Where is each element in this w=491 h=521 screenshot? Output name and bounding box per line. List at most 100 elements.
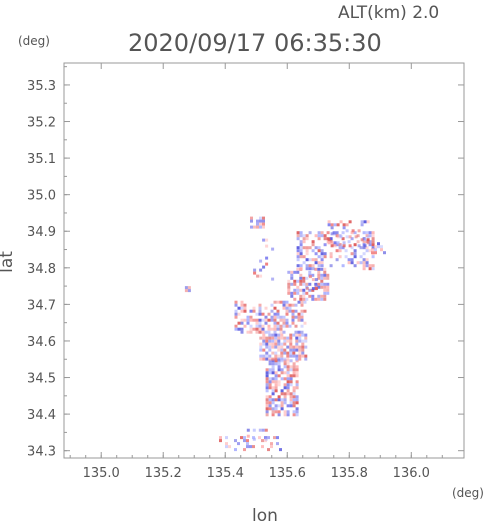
echo-cell: [302, 255, 306, 259]
echo-cell: [268, 395, 272, 399]
echo-cell: [243, 436, 246, 440]
echo-cell: [371, 234, 375, 238]
echo-cell: [277, 357, 281, 361]
echo-cell: [371, 237, 375, 241]
echo-cell: [323, 252, 327, 256]
echo-cell: [261, 330, 265, 334]
echo-cell: [240, 436, 243, 440]
echo-cell: [371, 246, 375, 250]
echo-cell: [345, 223, 349, 227]
echo-cell: [363, 238, 367, 242]
echo-cell: [219, 439, 222, 443]
echo-cell: [371, 251, 374, 255]
echo-cell: [338, 246, 342, 250]
echo-cell: [292, 413, 296, 417]
echo-cell: [294, 324, 298, 328]
echo-cell: [280, 368, 284, 372]
echo-cell: [296, 267, 300, 271]
echo-cell: [280, 348, 284, 352]
echo-cell: [299, 246, 303, 250]
echo-cell: [308, 267, 312, 271]
echo-cell: [250, 219, 253, 223]
echo-cell: [342, 244, 346, 248]
echo-cell: [292, 368, 296, 372]
echo-cell: [264, 315, 268, 319]
echo-cell: [276, 442, 279, 446]
echo-cell: [368, 231, 372, 235]
echo-cell: [240, 321, 244, 325]
echo-cell: [268, 386, 272, 390]
echo-cell: [365, 261, 369, 265]
echo-cell: [314, 284, 318, 288]
echo-cell: [290, 282, 294, 286]
echo-cell: [271, 342, 275, 346]
echo-cell: [341, 237, 345, 241]
echo-cell: [270, 318, 274, 322]
echo-cell: [348, 235, 352, 239]
echo-cell: [308, 275, 312, 279]
echo-cell: [329, 255, 333, 259]
echo-cell: [274, 362, 278, 366]
x-tick-label: 135.4: [207, 466, 244, 481]
echo-cell: [270, 309, 274, 313]
echo-cell: [274, 389, 278, 393]
echo-cell: [252, 306, 256, 310]
echo-cell: [283, 365, 287, 369]
echo-cell: [360, 220, 364, 224]
echo-cell: [264, 321, 268, 325]
echo-cell: [317, 282, 321, 286]
echo-cell: [240, 306, 244, 310]
echo-cell: [305, 252, 309, 256]
echo-cell: [374, 251, 377, 255]
echo-cell: [299, 255, 303, 259]
echo-cell: [271, 336, 275, 340]
echo-cell: [273, 300, 277, 304]
echo-cell: [285, 303, 289, 307]
y-tick-label: 35.3: [27, 79, 56, 94]
echo-cell: [243, 318, 247, 322]
echo-cell: [368, 264, 372, 268]
echo-cell: [246, 428, 250, 432]
echo-cell: [283, 386, 287, 390]
echo-cell: [336, 223, 340, 227]
echo-cell: [276, 309, 280, 313]
echo-cell: [290, 291, 294, 295]
echo-cell: [246, 445, 249, 449]
echo-cell: [283, 348, 287, 352]
echo-cell: [246, 330, 250, 334]
echo-cell: [326, 273, 330, 277]
echo-cell: [293, 291, 297, 295]
echo-cell: [296, 234, 300, 238]
echo-cell: [296, 270, 300, 274]
echo-cell: [277, 383, 281, 387]
echo-cell: [279, 318, 283, 322]
echo-cell: [252, 318, 256, 322]
echo-cell: [320, 252, 324, 256]
echo-cell: [380, 248, 383, 252]
echo-cell: [255, 318, 259, 322]
echo-cell: [286, 371, 290, 375]
echo-cell: [286, 404, 290, 408]
echo-cell: [280, 345, 284, 349]
echo-cell: [283, 401, 287, 405]
echo-cell: [302, 237, 306, 241]
echo-cell: [335, 258, 339, 262]
echo-cell: [279, 324, 283, 328]
echo-cell: [277, 359, 281, 363]
echo-cell: [303, 321, 307, 325]
echo-cell: [265, 238, 269, 242]
echo-cell: [351, 229, 355, 233]
echo-cell: [302, 297, 306, 301]
echo-cell: [274, 377, 278, 381]
echo-cell: [237, 321, 241, 325]
echo-cell: [339, 244, 343, 248]
echo-cell: [276, 315, 280, 319]
echo-cell: [290, 273, 294, 277]
echo-cell: [295, 342, 299, 346]
echo-cell: [289, 342, 293, 346]
echo-cell: [228, 445, 231, 449]
echo-cell: [311, 258, 315, 262]
echo-cell: [280, 398, 284, 402]
altitude-annotation: ALT(km) 2.0: [338, 3, 439, 23]
echo-cell: [282, 330, 286, 334]
